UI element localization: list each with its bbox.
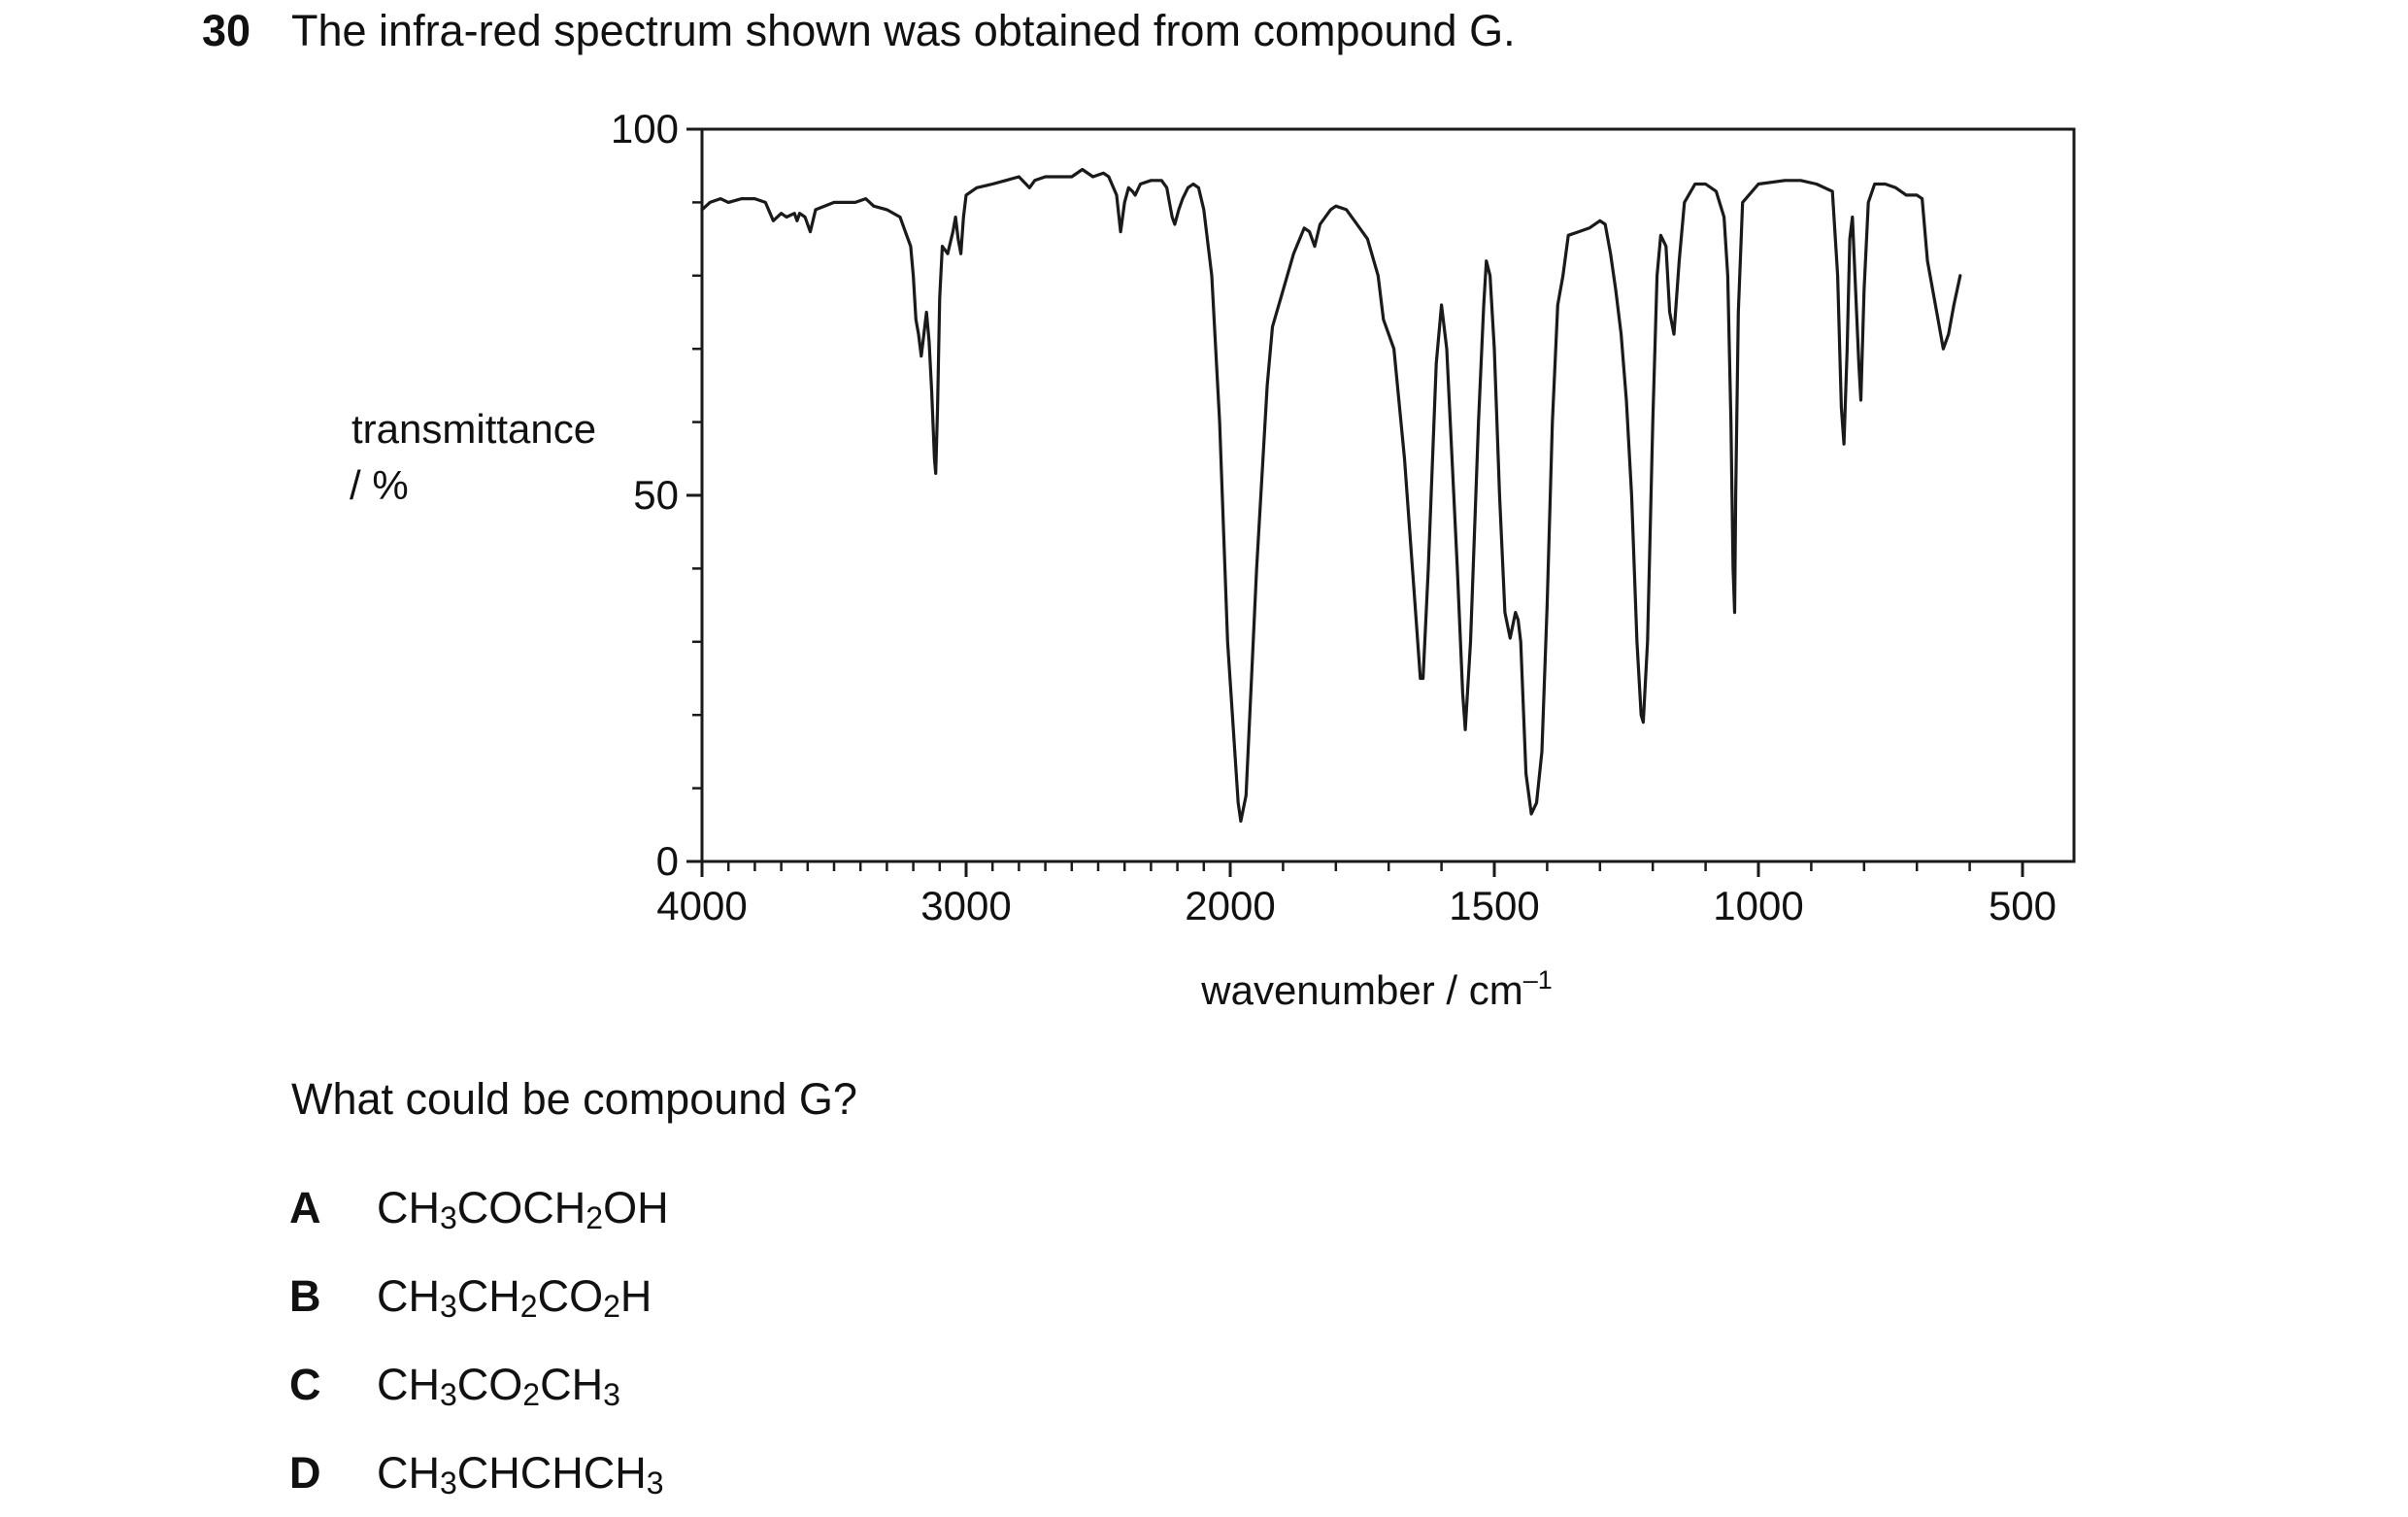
option-d[interactable]: D CH3CHCHCH3 bbox=[289, 1429, 669, 1517]
x-tick-label: 1000 bbox=[1713, 883, 1803, 928]
question-number: 30 bbox=[202, 6, 251, 55]
y-axis-unit: / % bbox=[350, 462, 409, 508]
x-axis-title: wavenumber / cm–1 bbox=[1200, 965, 1553, 1013]
question-stem: The infra-red spectrum shown was obtaine… bbox=[291, 6, 1516, 55]
question-prompt: What could be compound G? bbox=[291, 1074, 857, 1124]
y-axis-title: transmittance bbox=[351, 406, 596, 452]
y-tick-label: 0 bbox=[656, 838, 679, 884]
formula-text: CO bbox=[456, 1359, 523, 1409]
option-letter[interactable]: B bbox=[289, 1270, 321, 1321]
series-layer bbox=[700, 167, 1962, 824]
x-tick-label: 2000 bbox=[1185, 883, 1275, 928]
option-b[interactable]: B CH3CH2CO2H bbox=[289, 1252, 669, 1340]
formula-subscript: 3 bbox=[440, 1465, 457, 1500]
x-axis-title-superscript: –1 bbox=[1523, 965, 1553, 994]
x-tick-label: 500 bbox=[1989, 883, 2057, 928]
formula-text: COCH bbox=[456, 1182, 586, 1232]
formula-subscript: 3 bbox=[603, 1376, 620, 1412]
option-formula: CH3CHCHCH3 bbox=[377, 1448, 664, 1499]
x-axis-ticks: 4000 3000 2000 1500 1000 500 bbox=[656, 861, 2057, 928]
option-letter[interactable]: A bbox=[289, 1182, 321, 1232]
y-tick-label: 100 bbox=[611, 106, 679, 152]
option-a[interactable]: A CH3COCH2OH bbox=[289, 1163, 669, 1252]
x-tick-label: 1500 bbox=[1449, 883, 1539, 928]
formula-text: OH bbox=[603, 1182, 669, 1232]
formula-subscript: 2 bbox=[603, 1288, 620, 1324]
formula-text: CO bbox=[537, 1270, 604, 1321]
option-formula: CH3CO2CH3 bbox=[377, 1360, 620, 1410]
formula-text: CH bbox=[377, 1270, 440, 1321]
formula-subscript: 2 bbox=[522, 1376, 541, 1412]
formula-subscript: 3 bbox=[646, 1465, 664, 1500]
formula-text: H bbox=[619, 1270, 652, 1321]
x-axis-title-text: wavenumber / cm bbox=[1200, 967, 1522, 1013]
ir-spectrum-chart: 0 50 100 4000 3000 2000 1500 1000 500 transmitt… bbox=[350, 106, 2076, 1013]
formula-text: CH bbox=[540, 1359, 604, 1409]
option-letter[interactable]: D bbox=[289, 1447, 321, 1498]
formula-text: CH bbox=[377, 1182, 440, 1232]
formula-subscript: 2 bbox=[519, 1288, 538, 1324]
y-axis-ticks: 0 50 100 bbox=[611, 106, 702, 884]
y-tick-label: 50 bbox=[633, 472, 679, 518]
formula-text: CH bbox=[377, 1359, 440, 1409]
spectrum-trace bbox=[700, 167, 1962, 824]
formula-subscript: 3 bbox=[440, 1199, 457, 1235]
formula-text: CH bbox=[377, 1447, 440, 1498]
formula-text: CH bbox=[456, 1270, 520, 1321]
x-tick-label: 4000 bbox=[656, 883, 747, 928]
formula-text: CHCHCH bbox=[456, 1447, 647, 1498]
formula-subscript: 3 bbox=[440, 1376, 457, 1412]
option-formula: CH3COCH2OH bbox=[377, 1183, 669, 1233]
answer-options: A CH3COCH2OH B CH3CH2CO2H C CH3CO2CH3 D CH3CHCH… bbox=[289, 1163, 669, 1517]
formula-subscript: 2 bbox=[585, 1199, 604, 1235]
option-c[interactable]: C CH3CO2CH3 bbox=[289, 1340, 669, 1429]
option-formula: CH3CH2CO2H bbox=[377, 1271, 652, 1322]
formula-subscript: 3 bbox=[440, 1288, 457, 1324]
x-tick-label: 3000 bbox=[920, 883, 1011, 928]
option-letter[interactable]: C bbox=[289, 1359, 321, 1409]
